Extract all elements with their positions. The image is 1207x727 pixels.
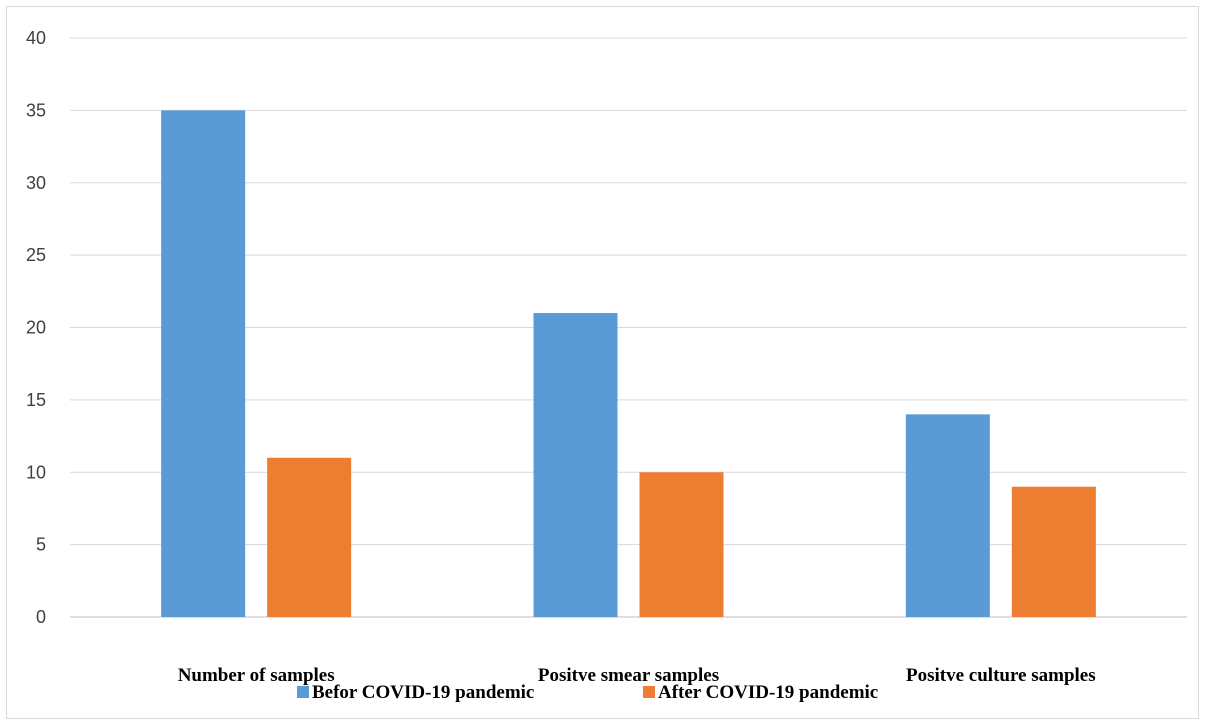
bar-after-1 — [639, 472, 724, 617]
category-labels: Number of samples Positve smear samples Po… — [178, 665, 1096, 686]
bar-before-1 — [533, 313, 618, 617]
category-label: Positve culture samples — [906, 665, 1096, 686]
category-label: Number of samples — [178, 665, 335, 686]
bar-before-0 — [161, 110, 246, 617]
legend-swatch — [297, 686, 309, 698]
y-tick-label: 20 — [26, 318, 46, 338]
bar-before-2 — [905, 414, 990, 617]
category-label: Positve smear samples — [538, 665, 719, 686]
gridlines — [70, 37, 1187, 618]
y-tick-label: 10 — [26, 462, 46, 482]
y-tick-label: 35 — [26, 100, 46, 120]
legend-label: Befor COVID-19 pandemic — [312, 682, 534, 703]
y-tick-label: 0 — [36, 607, 46, 627]
bars — [161, 110, 1096, 617]
y-tick-label: 25 — [26, 245, 46, 265]
y-tick-label: 5 — [36, 535, 46, 555]
legend-label: After COVID-19 pandemic — [658, 682, 878, 703]
y-tick-label: 15 — [26, 390, 46, 410]
bar-after-0 — [267, 457, 352, 617]
y-tick-label: 30 — [26, 173, 46, 193]
legend-swatch — [643, 686, 655, 698]
y-axis-ticks: 0 5 10 15 20 25 30 35 40 — [26, 28, 46, 627]
legend: Befor COVID-19 pandemic After COVID-19 pa… — [297, 682, 878, 703]
bar-after-2 — [1011, 486, 1096, 617]
y-tick-label: 40 — [26, 28, 46, 48]
